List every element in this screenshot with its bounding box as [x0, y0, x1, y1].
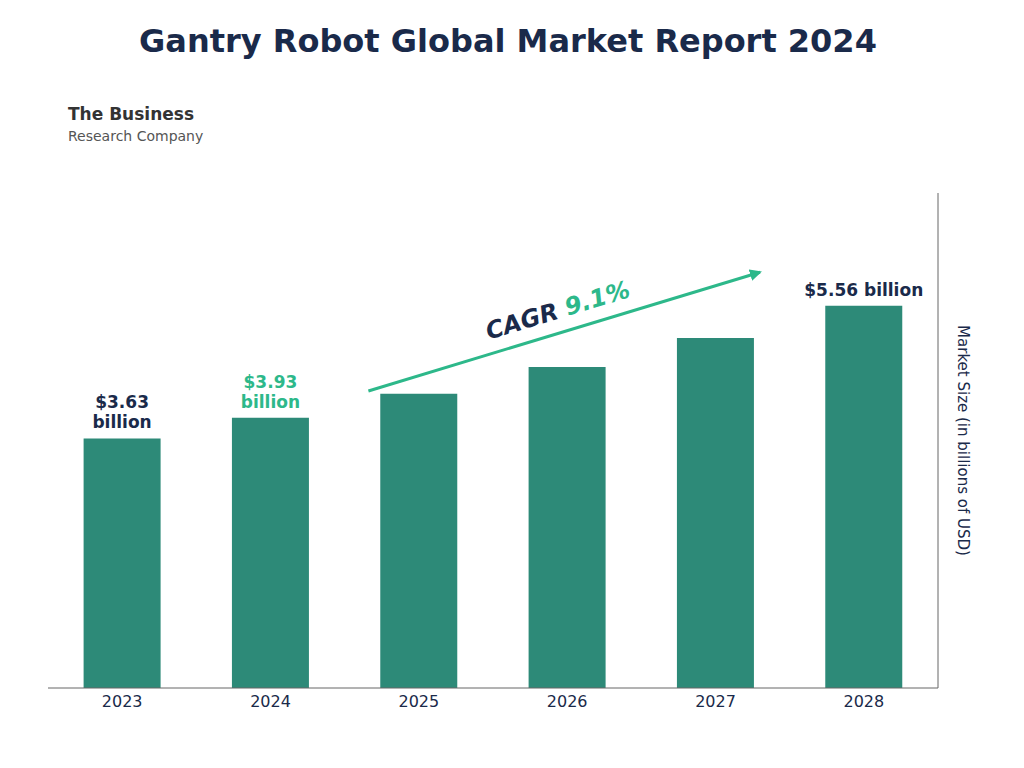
svg-text:$3.63billion: $3.63billion	[92, 392, 151, 432]
html-text:Research Company: Research Company	[68, 128, 204, 144]
svg-text:$3.93billion: $3.93billion	[241, 372, 300, 412]
svg-text:Market Size (in billions of US: Market Size (in billions of USD)	[954, 325, 972, 556]
html-text:9.1%: 9.1%	[561, 275, 634, 322]
html-text:The Business: The Business	[68, 104, 194, 124]
svg-text:2028: 2028	[843, 692, 884, 711]
svg-text:2023: 2023	[102, 692, 143, 711]
svg-text:2026: 2026	[547, 692, 588, 711]
svg-text:$5.56 billion: $5.56 billion	[804, 280, 923, 300]
html-text:Gantry Robot Global Market Rep: Gantry Robot Global Market Report 2024	[139, 22, 877, 60]
svg-text:2027: 2027	[695, 692, 736, 711]
svg-text:2024: 2024	[250, 692, 291, 711]
svg-text:2025: 2025	[398, 692, 439, 711]
html-text:CAGR: CAGR	[482, 294, 570, 346]
